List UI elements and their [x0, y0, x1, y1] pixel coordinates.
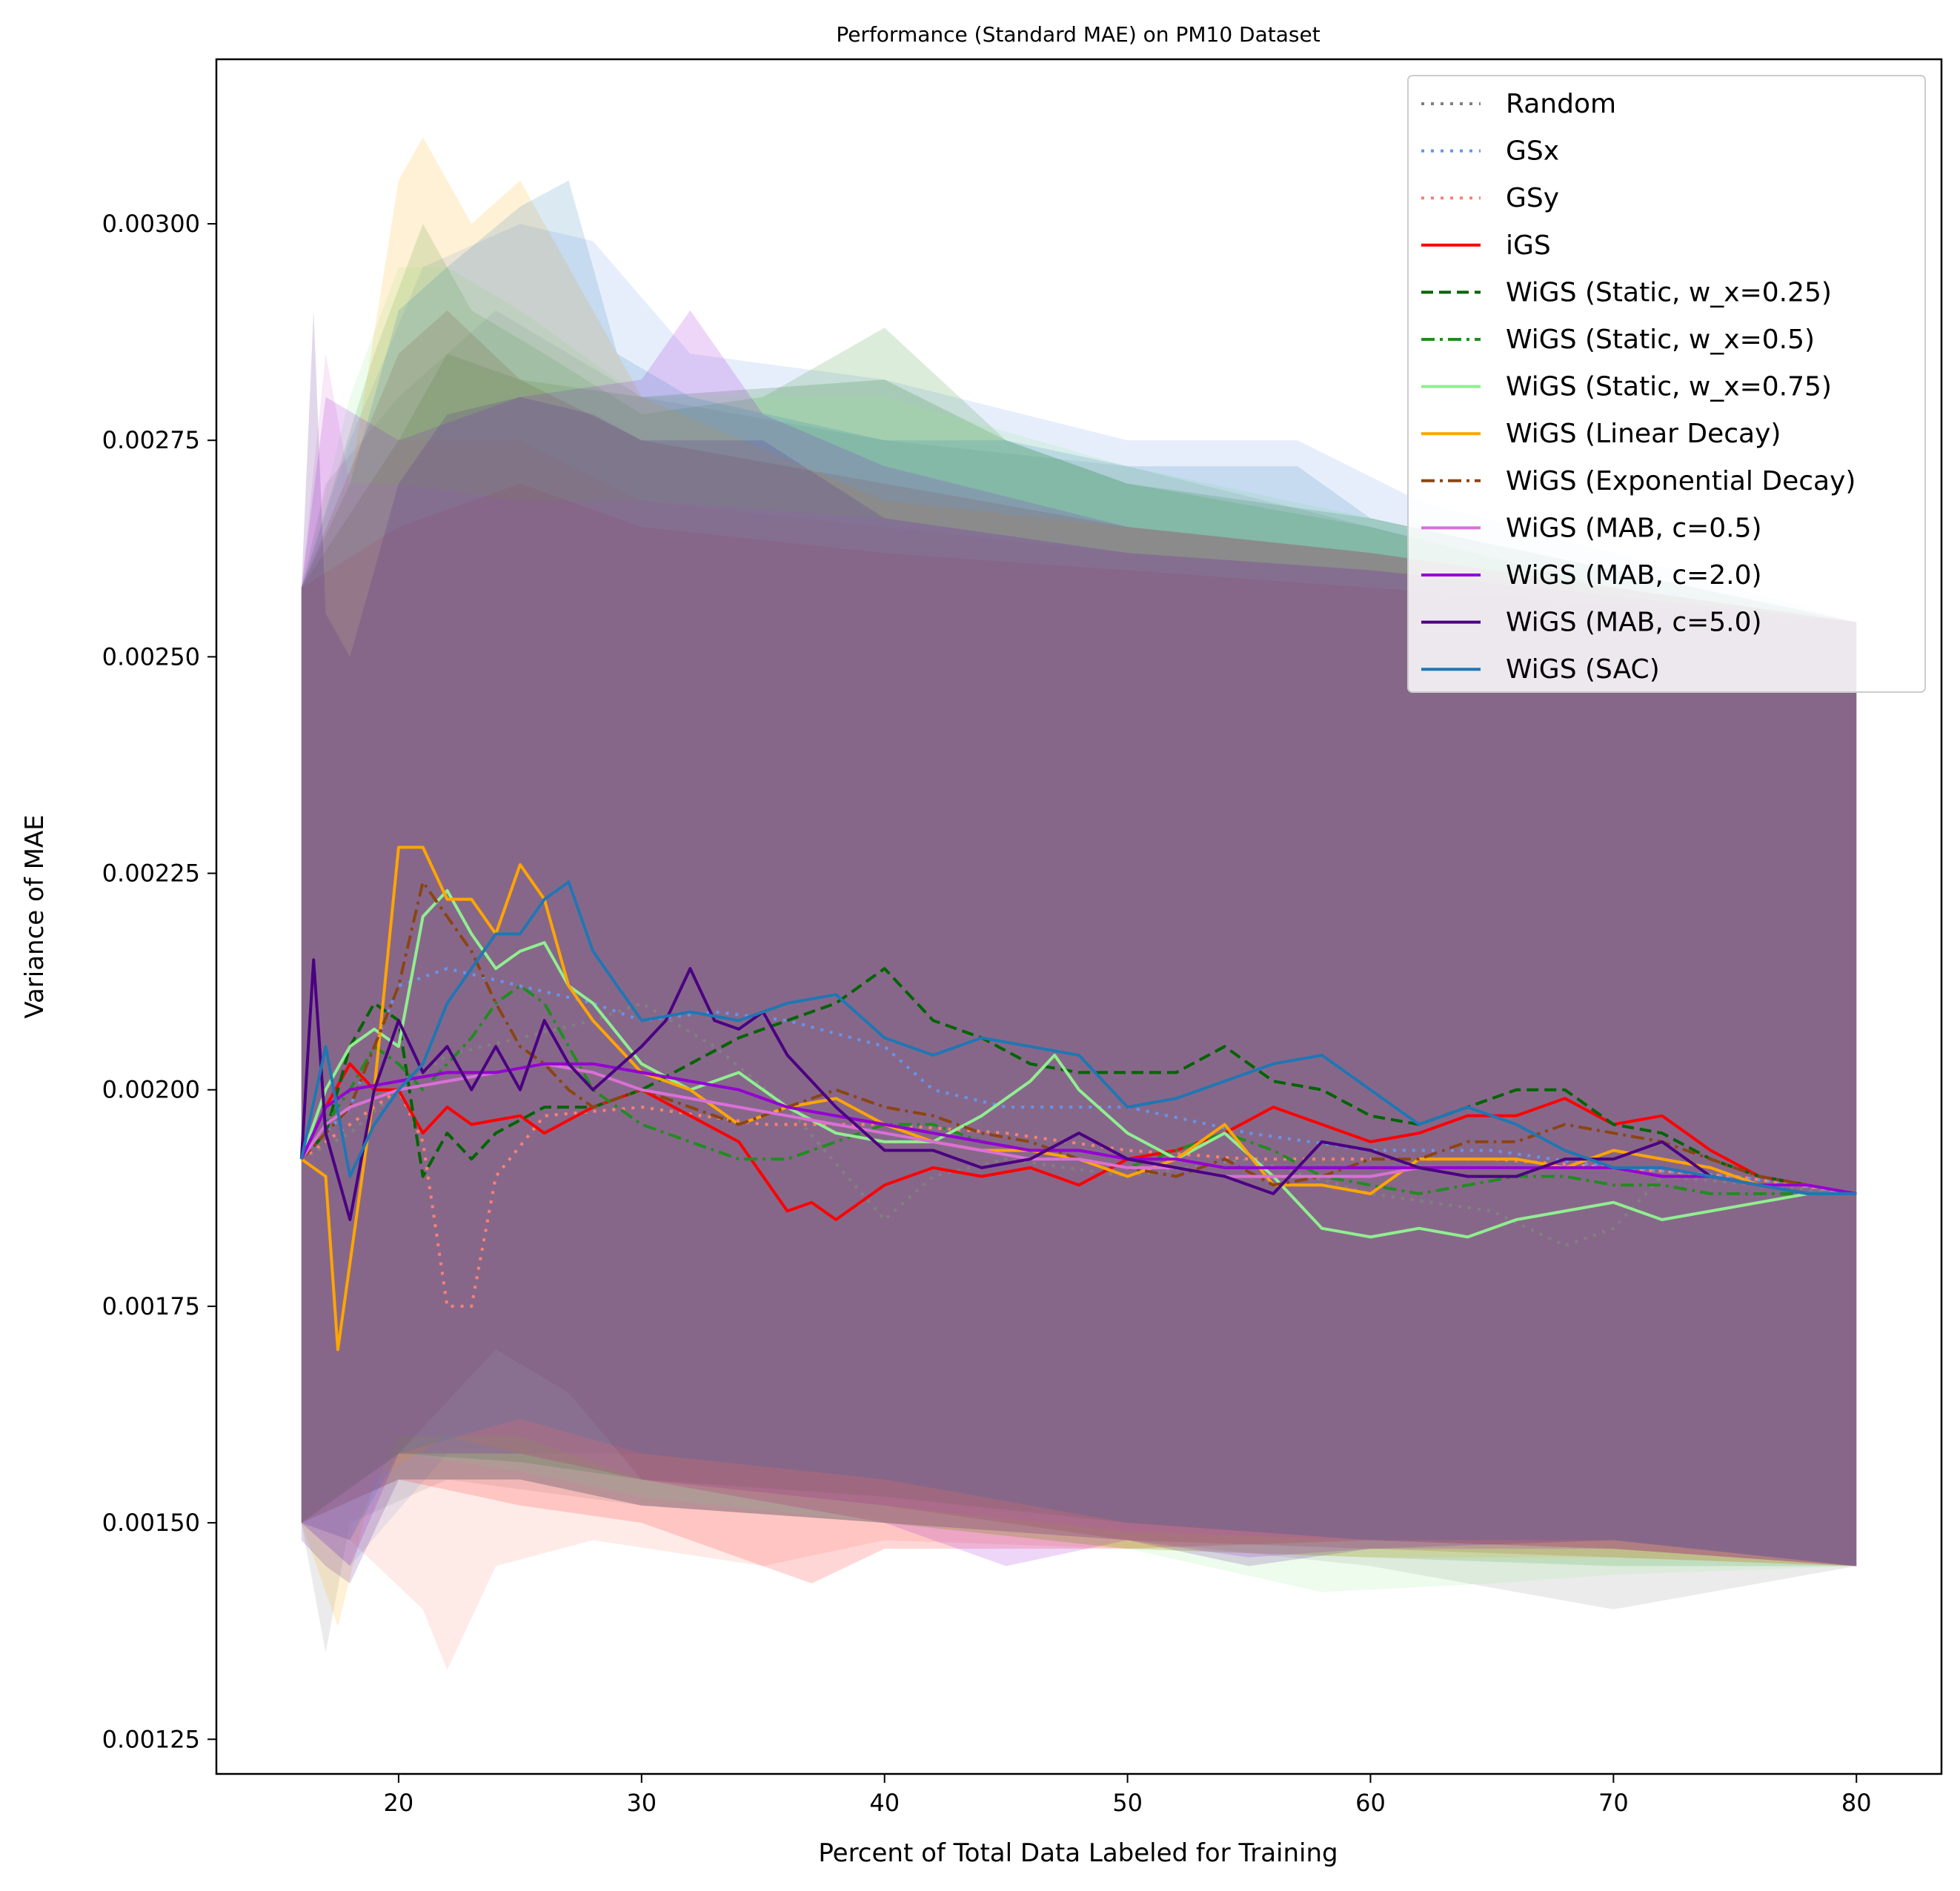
x-tick-label: 80: [1841, 1789, 1872, 1817]
x-axis-label: Percent of Total Data Labeled for Traini…: [818, 1838, 1338, 1868]
y-tick-label: 0.00250: [102, 642, 200, 671]
series-line-gsx: [300, 967, 1857, 1195]
legend-box: [1407, 75, 1926, 693]
x-axis: 20 30 40 50 60 70 80: [384, 1774, 1872, 1817]
legend-label-wigs-sac: WiGS (SAC): [1506, 654, 1660, 685]
series-line-wigs-mab-c-5-0: [299, 958, 1857, 1221]
x-tick-label: 50: [1112, 1789, 1143, 1817]
x-tick-label: 20: [384, 1789, 414, 1817]
y-tick-label: 0.00225: [102, 860, 200, 888]
legend-label-wigs-mab-c-5-0: WiGS (MAB, c=5.0): [1506, 608, 1762, 638]
band-wigs-linear-decay: [301, 137, 1857, 1627]
legend-label-wigs-static-w-x-0-25: WiGS (Static, w_x=0.25): [1506, 277, 1832, 308]
x-tick-label: 40: [869, 1789, 900, 1817]
y-tick-label: 0.00275: [102, 426, 200, 454]
y-tick-label: 0.00175: [102, 1292, 200, 1320]
series-line-wigs-mab-c-2-0: [299, 1062, 1857, 1195]
band-igs: [301, 483, 1857, 1583]
x-tick-label: 70: [1598, 1789, 1629, 1817]
legend-label-wigs-mab-c-0-5: WiGS (MAB, c=0.5): [1506, 513, 1762, 543]
legend-label-wigs-static-w-x-0-75: WiGS (Static, w_x=0.75): [1506, 372, 1832, 402]
y-tick-label: 0.00150: [102, 1509, 200, 1537]
y-tick-label: 0.00300: [102, 210, 200, 238]
x-tick-label: 30: [626, 1789, 657, 1817]
series-line-wigs-linear-decay: [300, 845, 1857, 1352]
band-wigs-sac: [301, 180, 1857, 1566]
legend: Random GSx GSy iGS WiGS (Static, w_x=0.25) Wi…: [1407, 75, 1926, 693]
legend-label-wigs-static-w-x-0-5: WiGS (Static, w_x=0.5): [1506, 325, 1815, 355]
y-axis: 0.00125 0.00150 0.00175 0.00200 0.00225 0.002…: [102, 210, 216, 1753]
legend-label-wigs-linear-decay: WiGS (Linear Decay): [1506, 419, 1781, 449]
legend-label-wigs-mab-c-2-0: WiGS (MAB, c=2.0): [1506, 560, 1762, 591]
series-line-igs: [299, 1062, 1857, 1221]
series-line-random: [300, 1001, 1857, 1248]
series-lines: [299, 845, 1857, 1352]
series-line-wigs-sac: [299, 880, 1857, 1195]
series-line-wigs-static-w-x-0-75: [299, 888, 1857, 1239]
legend-label-random: Random: [1506, 89, 1616, 119]
legend-label-gsy: GSy: [1506, 183, 1559, 213]
y-tick-label: 0.00125: [102, 1725, 200, 1753]
legend-label-wigs-exponential-decay: WiGS (Exponential Decay): [1506, 466, 1856, 496]
y-axis-label: Variance of MAE: [20, 814, 50, 1018]
legend-label-gsx: GSx: [1506, 136, 1559, 167]
chart-title: Performance (Standard MAE) on PM10 Datas…: [836, 22, 1320, 47]
series-line-wigs-exponential-decay: [300, 880, 1857, 1195]
x-tick-label: 60: [1355, 1789, 1386, 1817]
y-tick-label: 0.00200: [102, 1076, 200, 1104]
legend-label-igs: iGS: [1506, 230, 1551, 261]
plot-frame: [215, 58, 1943, 1775]
series-line-wigs-static-w-x-0-5: [300, 984, 1857, 1195]
